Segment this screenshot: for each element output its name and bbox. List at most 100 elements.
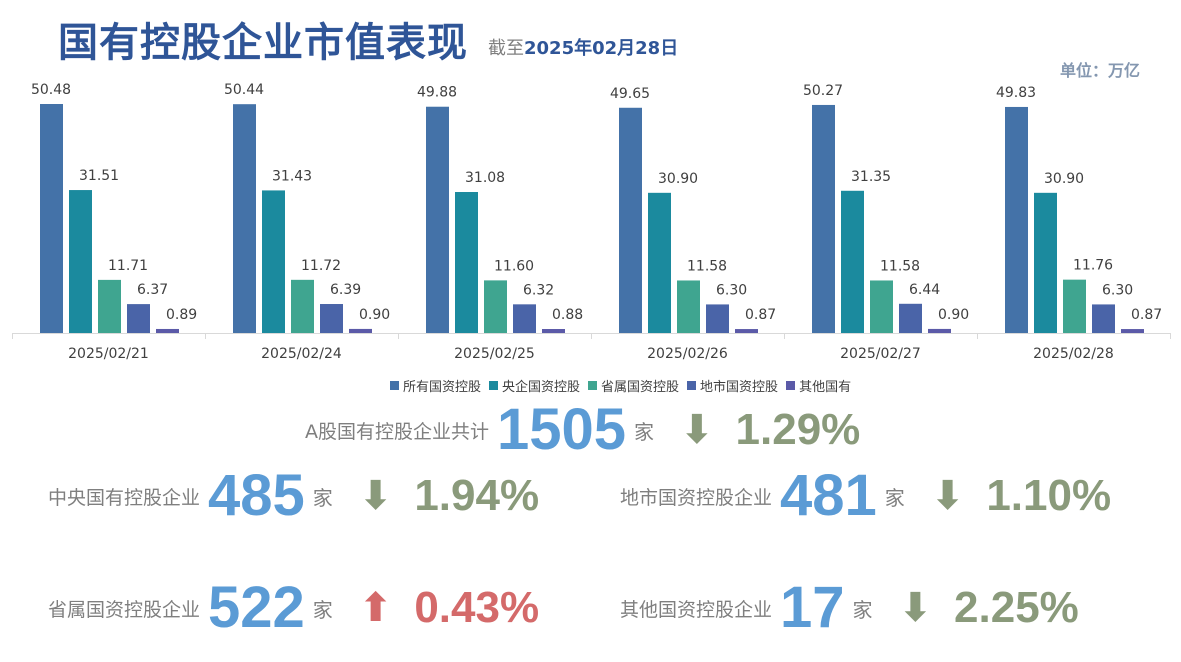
bar — [40, 104, 63, 333]
stat-unit: 家 — [312, 485, 333, 510]
data-label: 6.44 — [909, 282, 940, 298]
data-label: 6.39 — [330, 282, 361, 298]
bar — [619, 107, 642, 333]
bar — [841, 190, 864, 333]
x-tick-label: 2025/02/25 — [454, 346, 535, 362]
bar — [455, 192, 478, 333]
x-tick-label: 2025/02/26 — [647, 346, 728, 362]
data-label: 50.44 — [224, 82, 264, 98]
stat-label: A股国有控股企业共计 — [305, 420, 489, 443]
data-label: 6.30 — [716, 282, 747, 298]
data-label: 49.83 — [996, 85, 1036, 101]
data-label: 6.37 — [137, 282, 168, 298]
data-label: 6.30 — [1102, 282, 1133, 298]
bar — [233, 104, 256, 333]
bar — [156, 328, 179, 333]
as-of-prefix: 截至 — [488, 38, 524, 59]
bar — [1092, 304, 1115, 333]
bar — [426, 106, 449, 334]
legend-label: 央企国资控股 — [502, 380, 581, 395]
legend-swatch — [489, 381, 499, 390]
data-label: 30.90 — [658, 171, 698, 187]
legend-swatch — [588, 381, 598, 390]
legend-label: 其他国有 — [799, 380, 852, 395]
stat-change: 1.10% — [986, 471, 1112, 520]
chart-legend: 所有国资控股 央企国资控股 省属国资控股 地市国资控股 其他国有 — [390, 376, 851, 395]
bar — [706, 304, 729, 333]
as-of-date: 截至2025年02月28日 — [488, 34, 678, 60]
data-label: 31.51 — [79, 168, 119, 184]
arrow-down-icon: ⬇ — [930, 473, 965, 519]
stat-unit: 家 — [852, 597, 873, 622]
bar — [262, 190, 285, 333]
x-tick-label: 2025/02/27 — [840, 346, 921, 362]
page-title: 国有控股企业市值表现 — [58, 20, 468, 66]
data-label: 11.72 — [301, 258, 341, 274]
legend-label: 所有国资控股 — [403, 380, 482, 395]
bar — [1034, 192, 1057, 333]
legend-item: 地市国资控股 — [687, 376, 778, 395]
data-label: 50.48 — [31, 82, 71, 98]
bar — [69, 190, 92, 333]
stat-count: 17 — [780, 575, 845, 640]
bar — [1121, 329, 1144, 333]
bar — [899, 303, 922, 333]
bar — [928, 328, 951, 333]
data-label: 49.65 — [610, 86, 650, 102]
legend-label: 省属国资控股 — [601, 380, 680, 395]
stat-count: 485 — [208, 463, 305, 528]
data-label: 0.89 — [166, 307, 197, 323]
data-label: 11.58 — [687, 258, 727, 274]
data-label: 11.58 — [880, 258, 920, 274]
stat-central: 中央国有控股企业 485 家 ⬇ 1.94% — [48, 464, 539, 528]
arrow-down-icon: ⬇ — [358, 473, 393, 519]
stat-unit: 家 — [634, 419, 655, 444]
stat-label: 其他国资控股企业 — [620, 598, 773, 621]
x-tick-label: 2025/02/21 — [68, 346, 149, 362]
stat-total: A股国有控股企业共计 1505 家 ⬇ 1.29% — [305, 398, 860, 462]
stat-unit: 家 — [312, 597, 333, 622]
bar — [320, 304, 343, 333]
x-tick-label: 2025/02/24 — [261, 346, 342, 362]
legend-label: 地市国资控股 — [700, 380, 779, 395]
legend-swatch — [786, 381, 796, 390]
bar — [1005, 106, 1028, 333]
legend-item: 其他国有 — [786, 376, 851, 395]
bar — [513, 304, 536, 333]
data-label: 0.90 — [359, 307, 390, 323]
bar — [484, 280, 507, 333]
stat-provincial: 省属国资控股企业 522 家 ⬆ 0.43% — [48, 576, 539, 640]
stat-count: 481 — [780, 463, 877, 528]
data-label: 0.87 — [745, 307, 776, 323]
stat-label: 地市国资控股企业 — [620, 486, 773, 509]
bar — [648, 192, 671, 333]
data-label: 50.27 — [803, 83, 843, 99]
bar — [1063, 279, 1086, 333]
bar — [291, 279, 314, 333]
legend-item: 省属国资控股 — [588, 376, 679, 395]
bar — [349, 328, 372, 333]
stat-change: 1.29% — [735, 405, 861, 454]
data-label: 11.60 — [494, 258, 534, 274]
bar-chart: 2025/02/21 50.48 31.51 11.71 6.37 0.89 2025/02… — [12, 82, 1171, 362]
as-of-value: 2025年02月28日 — [524, 38, 679, 59]
arrow-down-icon: ⬇ — [680, 407, 714, 453]
arrow-up-icon: ⬆ — [358, 585, 393, 631]
stat-label: 省属国资控股企业 — [48, 598, 201, 621]
data-label: 0.88 — [552, 307, 583, 323]
stat-change: 0.43% — [414, 583, 540, 632]
legend-swatch — [390, 381, 399, 390]
stat-change: 2.25% — [954, 583, 1079, 632]
bar — [98, 279, 121, 333]
data-label: 11.76 — [1073, 258, 1113, 274]
data-label: 49.88 — [417, 85, 457, 101]
data-label: 11.71 — [108, 258, 148, 274]
stat-count: 522 — [208, 575, 305, 640]
bar — [812, 104, 835, 333]
data-label: 0.90 — [938, 307, 969, 323]
data-label: 30.90 — [1044, 171, 1084, 187]
arrow-down-icon: ⬇ — [898, 585, 933, 631]
stat-count: 1505 — [497, 397, 627, 462]
legend-item: 央企国资控股 — [489, 376, 580, 395]
